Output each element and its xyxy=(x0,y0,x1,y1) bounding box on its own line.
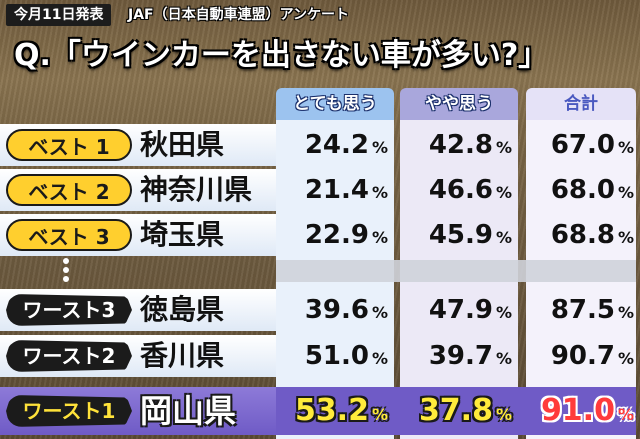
column-header-total: 合計 xyxy=(526,88,636,120)
prefecture-name: 香川県 xyxy=(140,339,225,372)
row-highlight-bg xyxy=(276,387,636,435)
prefecture-name: 神奈川県 xyxy=(140,173,253,206)
prefecture-name: 徳島県 xyxy=(140,293,225,326)
ellipsis-dots xyxy=(62,257,70,285)
rank-badge: ワースト2 xyxy=(6,340,132,372)
prefecture-name: 秋田県 xyxy=(140,128,225,161)
strongly-agree-value: 24.2% xyxy=(304,130,388,160)
somewhat-agree-value: 37.8% xyxy=(418,393,512,428)
column-header-somewhat-agree: やや思う xyxy=(400,88,518,120)
prefecture-name: 埼玉県 xyxy=(140,218,225,251)
date-badge: 今月11日発表 xyxy=(6,4,112,26)
somewhat-agree-value: 46.6% xyxy=(428,175,512,205)
question-title: Q.「ウインカーを出さない車が多い?」 xyxy=(14,38,549,73)
gap-band xyxy=(276,260,636,282)
total-value: 87.5% xyxy=(550,295,634,325)
rank-badge: ワースト1 xyxy=(6,395,132,427)
rank-badge: ベスト 3 xyxy=(6,219,132,251)
table-row-highlighted: ワースト1 岡山県 53.2% 37.8% 91.0% xyxy=(0,387,640,435)
strongly-agree-value: 21.4% xyxy=(304,175,388,205)
strongly-agree-value: 22.9% xyxy=(304,220,388,250)
rank-badge: ベスト 2 xyxy=(6,174,132,206)
top-bar: 今月11日発表 JAF（日本自動車連盟）アンケート xyxy=(0,0,640,30)
total-value: 91.0% xyxy=(540,393,634,428)
strongly-agree-value: 53.2% xyxy=(294,393,388,428)
total-value: 90.7% xyxy=(550,341,634,371)
total-value: 68.8% xyxy=(550,220,634,250)
somewhat-agree-value: 45.9% xyxy=(428,220,512,250)
table-row: ワースト2 香川県 51.0% 39.7% 90.7% xyxy=(0,335,640,377)
strongly-agree-value: 51.0% xyxy=(304,341,388,371)
prefecture-name: 岡山県 xyxy=(140,392,237,430)
table-row: ベスト 1 秋田県 24.2% 42.8% 67.0% xyxy=(0,124,640,166)
somewhat-agree-value: 47.9% xyxy=(428,295,512,325)
strongly-agree-value: 39.6% xyxy=(304,295,388,325)
row-gap xyxy=(0,255,640,285)
table-row: ベスト 2 神奈川県 21.4% 46.6% 68.0% xyxy=(0,169,640,211)
rank-badge: ワースト3 xyxy=(6,294,132,326)
table-row: ワースト3 徳島県 39.6% 47.9% 87.5% xyxy=(0,289,640,331)
table-row: ベスト 3 埼玉県 22.9% 45.9% 68.8% xyxy=(0,214,640,256)
total-value: 67.0% xyxy=(550,130,634,160)
somewhat-agree-value: 39.7% xyxy=(428,341,512,371)
survey-source: JAF（日本自動車連盟）アンケート xyxy=(128,7,350,23)
total-value: 68.0% xyxy=(550,175,634,205)
column-header-strongly-agree: とても思う xyxy=(276,88,394,120)
somewhat-agree-value: 42.8% xyxy=(428,130,512,160)
rank-badge: ベスト 1 xyxy=(6,129,132,161)
